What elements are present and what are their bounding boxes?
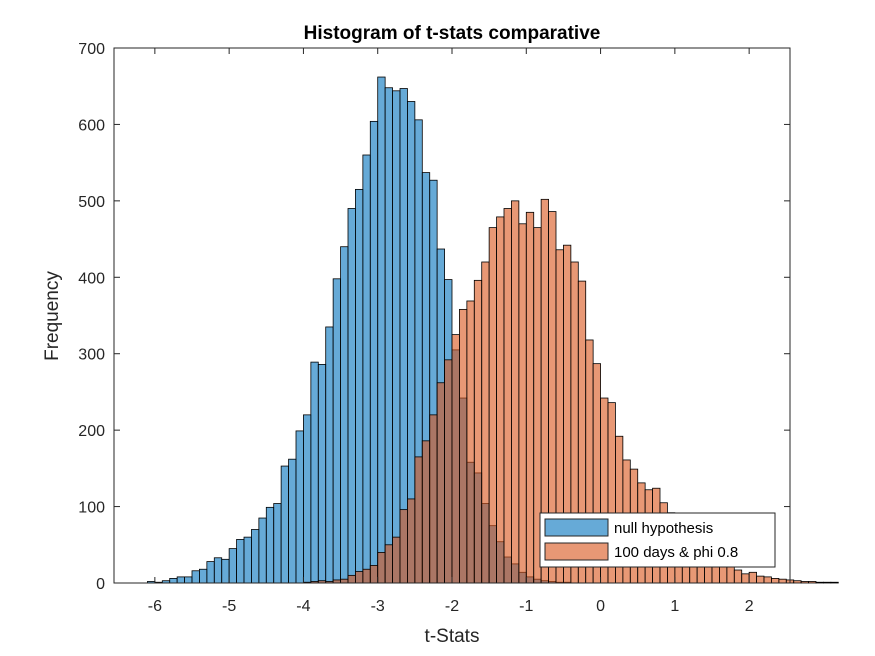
histogram-bar-series-1 bbox=[384, 544, 393, 584]
y-tick-label: 200 bbox=[78, 423, 105, 440]
y-tick-label: 700 bbox=[78, 41, 105, 58]
y-tick-label: 500 bbox=[78, 194, 105, 211]
histogram-bar-series-0 bbox=[176, 576, 185, 584]
histogram-bar-series-1 bbox=[496, 216, 505, 584]
histogram-bar-series-1 bbox=[815, 581, 824, 584]
histogram-bar-series-0 bbox=[317, 364, 327, 584]
histogram-bar-series-1 bbox=[763, 576, 772, 584]
histogram-bar-series-1 bbox=[525, 211, 535, 584]
x-tick-label: -4 bbox=[296, 598, 310, 615]
y-tick-label: 400 bbox=[78, 270, 105, 287]
histogram-bar-series-1 bbox=[347, 574, 356, 584]
histogram-bar-series-1 bbox=[830, 581, 839, 584]
histogram-bar-series-1 bbox=[377, 552, 386, 584]
histogram-bar-series-1 bbox=[392, 536, 401, 584]
histogram-bar-series-0 bbox=[213, 557, 223, 584]
histogram-bar-series-1 bbox=[436, 382, 445, 584]
histogram-bar-series-0 bbox=[169, 578, 178, 584]
histogram-bar-series-1 bbox=[800, 581, 809, 584]
histogram-bar-series-1 bbox=[741, 573, 750, 584]
histogram-bar-series-0 bbox=[265, 506, 275, 584]
histogram-bar-series-1 bbox=[429, 414, 438, 584]
histogram-bar-series-1 bbox=[748, 571, 757, 584]
histogram-bar-series-1 bbox=[466, 300, 475, 584]
histogram-bar-series-0 bbox=[325, 326, 334, 584]
histogram-bar-series-0 bbox=[295, 430, 304, 584]
histogram-bar-series-1 bbox=[793, 580, 802, 584]
histogram-bar-series-0 bbox=[191, 570, 200, 584]
legend-label-100-days-phi: 100 days & phi 0.8 bbox=[614, 544, 738, 561]
x-tick-label: -1 bbox=[519, 598, 533, 615]
histogram-bar-series-1 bbox=[778, 578, 787, 584]
histogram-bar-series-1 bbox=[756, 575, 765, 584]
y-tick-label: 300 bbox=[78, 347, 105, 364]
histogram-bar-series-0 bbox=[228, 548, 237, 584]
y-tick-label: 0 bbox=[96, 576, 105, 593]
histogram-bar-series-1 bbox=[733, 569, 743, 584]
histogram-bar-series-0 bbox=[355, 188, 364, 584]
legend[interactable]: null hypothesis 100 days & phi 0.8 bbox=[539, 512, 776, 568]
histogram-bar-series-0 bbox=[310, 361, 319, 584]
legend-label-null-hypothesis: null hypothesis bbox=[614, 520, 713, 537]
legend-swatch-100-days-phi bbox=[544, 542, 609, 561]
y-axis-label: Frequency bbox=[42, 271, 63, 361]
histogram-bar-series-0 bbox=[303, 414, 312, 584]
y-tick-label: 100 bbox=[78, 500, 105, 517]
x-tick-label: -2 bbox=[445, 598, 459, 615]
histogram-bar-series-0 bbox=[384, 87, 393, 584]
histogram-bar-series-1 bbox=[369, 565, 379, 584]
histogram-bar-series-1 bbox=[407, 498, 416, 584]
x-tick-label: -5 bbox=[222, 598, 236, 615]
histogram-bar-series-0 bbox=[362, 154, 371, 584]
x-axis-label: t-Stats bbox=[425, 626, 480, 647]
y-tick-label: 600 bbox=[78, 117, 105, 134]
histogram-bar-series-0 bbox=[206, 561, 215, 584]
x-tick-label: -3 bbox=[371, 598, 385, 615]
histogram-bar-series-1 bbox=[444, 359, 453, 584]
histogram-bar-series-0 bbox=[184, 576, 193, 584]
histogram-bar-series-1 bbox=[421, 440, 431, 584]
x-tick-label: 0 bbox=[596, 598, 605, 615]
histogram-bar-series-0 bbox=[251, 529, 260, 584]
histogram-bar-series-1 bbox=[414, 456, 423, 584]
histogram-bar-series-1 bbox=[473, 279, 483, 584]
histogram-bar-series-1 bbox=[340, 578, 349, 584]
ticks-layer: -6 -5 -4 -3 -2 -1 0 1 2 0 100 200 300 400 500 600 700 bbox=[78, 41, 790, 615]
histogram-bar-series-1 bbox=[503, 208, 512, 584]
histogram-bar-series-1 bbox=[481, 261, 490, 584]
histogram-bar-series-1 bbox=[355, 571, 364, 584]
histogram-bar-series-1 bbox=[362, 568, 371, 584]
histogram-bar-series-0 bbox=[221, 558, 230, 584]
histogram-bar-series-1 bbox=[488, 227, 497, 584]
legend-swatch-null-hypothesis bbox=[544, 518, 609, 537]
chart-title: Histogram of t-stats comparative bbox=[304, 23, 601, 44]
histogram-bar-series-0 bbox=[288, 458, 297, 584]
histogram-bar-series-1 bbox=[511, 200, 520, 584]
histogram-bar-series-0 bbox=[236, 539, 245, 584]
histogram-bar-series-0 bbox=[377, 76, 386, 584]
x-tick-label: 2 bbox=[745, 598, 754, 615]
x-tick-label: 1 bbox=[670, 598, 679, 615]
histogram-bar-series-1 bbox=[459, 308, 468, 584]
histogram-bar-series-1 bbox=[518, 223, 527, 584]
histogram-bar-series-1 bbox=[808, 581, 817, 584]
x-tick-label: -6 bbox=[148, 598, 162, 615]
histogram-bar-series-0 bbox=[399, 88, 408, 584]
histogram-bar-series-0 bbox=[273, 503, 282, 584]
histogram-bar-series-1 bbox=[451, 334, 460, 584]
histogram-bar-series-0 bbox=[332, 278, 341, 584]
histogram-bar-series-1 bbox=[771, 578, 780, 584]
histogram-bar-series-1 bbox=[823, 581, 832, 584]
histogram-bar-series-0 bbox=[347, 208, 356, 584]
histogram-bar-series-0 bbox=[392, 90, 401, 584]
histogram-bar-series-0 bbox=[243, 536, 252, 584]
histogram-bar-series-0 bbox=[199, 568, 208, 584]
histogram-bar-series-0 bbox=[280, 465, 289, 584]
histogram-bar-series-0 bbox=[258, 517, 267, 584]
histogram-bar-series-0 bbox=[340, 246, 349, 584]
histogram-bar-series-0 bbox=[369, 120, 379, 584]
histogram-bar-series-1 bbox=[399, 509, 408, 584]
